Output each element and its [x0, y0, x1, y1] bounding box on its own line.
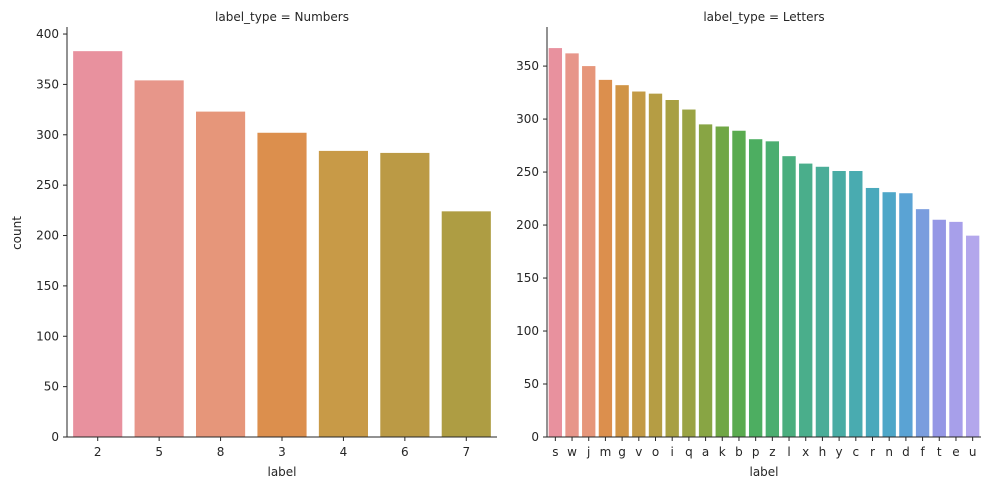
y-tick-label: 400 — [36, 27, 59, 41]
y-axis-title: count — [10, 216, 24, 250]
x-tick-label: z — [769, 445, 775, 459]
bar-e — [949, 221, 963, 437]
bar-5 — [134, 80, 184, 437]
bar-p — [748, 139, 763, 437]
y-tick-label: 350 — [516, 59, 539, 73]
bar-o — [648, 93, 663, 437]
bar-d — [899, 193, 913, 437]
x-tick-label: u — [969, 445, 977, 459]
y-tick-label: 50 — [524, 377, 539, 391]
x-tick-label: c — [853, 445, 860, 459]
bar-t — [932, 219, 946, 437]
x-tick-label: 5 — [155, 445, 163, 459]
y-tick-label: 100 — [516, 324, 539, 338]
x-tick-label: x — [802, 445, 809, 459]
x-axis-title: label — [749, 465, 778, 479]
x-tick-label: k — [719, 445, 726, 459]
bar-f — [915, 209, 930, 437]
y-tick-label: 100 — [36, 329, 59, 343]
x-tick-label: 3 — [278, 445, 286, 459]
bar-b — [732, 130, 746, 438]
bar-y — [832, 171, 846, 437]
bar-2 — [73, 51, 123, 437]
y-tick-label: 200 — [516, 218, 539, 232]
x-tick-label: f — [920, 445, 925, 459]
x-tick-label: o — [652, 445, 659, 459]
y-tick-label: 150 — [516, 271, 539, 285]
y-tick-label: 50 — [44, 380, 59, 394]
x-tick-label: r — [870, 445, 875, 459]
bar-8 — [196, 111, 246, 438]
x-tick-label: t — [937, 445, 942, 459]
bar-l — [782, 156, 796, 438]
x-tick-label: b — [735, 445, 743, 459]
bar-z — [765, 141, 780, 437]
panel-letters: 0 50 100 150 200 250 300 350 s w j m g v o i q a k b p z l x h y c… — [516, 10, 981, 479]
y-tick-label: 300 — [36, 128, 59, 142]
x-axis-title: label — [267, 465, 296, 479]
x-tick-label: d — [902, 445, 910, 459]
x-tick-label: q — [685, 445, 693, 459]
y-tick-label: 0 — [531, 430, 539, 444]
x-tick-label: 4 — [340, 445, 348, 459]
x-tick-label: g — [618, 445, 626, 459]
bar-k — [715, 126, 729, 437]
bar-j — [582, 66, 596, 437]
bar-s — [548, 48, 563, 437]
x-tick-label: 6 — [401, 445, 409, 459]
bar-g — [615, 85, 629, 438]
bar-a — [698, 124, 713, 437]
x-tick-label: v — [635, 445, 642, 459]
x-tick-label: y — [836, 445, 843, 459]
bar-v — [632, 91, 646, 438]
y-tick-label: 250 — [516, 165, 539, 179]
x-tick-label: w — [567, 445, 577, 459]
bar-6 — [380, 152, 430, 437]
bar-i — [665, 100, 679, 437]
x-tick-label: h — [819, 445, 827, 459]
x-tick-label: p — [752, 445, 760, 459]
y-tick-label: 0 — [51, 430, 59, 444]
x-tick-label: i — [671, 445, 674, 459]
bar-3 — [257, 132, 307, 437]
panel-title: label_type = Letters — [703, 10, 824, 24]
x-tick-label: e — [952, 445, 959, 459]
x-tick-label: 8 — [217, 445, 225, 459]
x-tick-label: m — [600, 445, 612, 459]
bar-7 — [441, 211, 491, 437]
y-tick-label: 350 — [36, 77, 59, 91]
bar-m — [598, 79, 613, 438]
panel-title: label_type = Numbers — [215, 10, 349, 24]
y-tick-label: 300 — [516, 112, 539, 126]
y-tick-label: 200 — [36, 229, 59, 243]
y-tick-label: 150 — [36, 279, 59, 293]
bar-x — [799, 163, 813, 437]
bar-h — [815, 166, 830, 437]
x-tick-label: s — [552, 445, 558, 459]
x-tick-label: n — [885, 445, 893, 459]
bar-c — [849, 171, 863, 437]
bar-4 — [318, 150, 368, 437]
x-tick-label: j — [586, 445, 590, 459]
bar-u — [965, 235, 980, 437]
bar-q — [682, 109, 696, 437]
panel-numbers: 0 50 100 150 200 250 300 350 400 2 5 8 3 4 6 7 label coun… — [10, 10, 497, 479]
x-tick-label: 7 — [462, 445, 470, 459]
bar-w — [565, 53, 579, 438]
y-tick-label: 250 — [36, 178, 59, 192]
x-tick-label: l — [787, 445, 790, 459]
bar-r — [865, 187, 880, 437]
bar-n — [882, 192, 896, 437]
x-tick-label: a — [702, 445, 709, 459]
x-tick-label: 2 — [94, 445, 102, 459]
